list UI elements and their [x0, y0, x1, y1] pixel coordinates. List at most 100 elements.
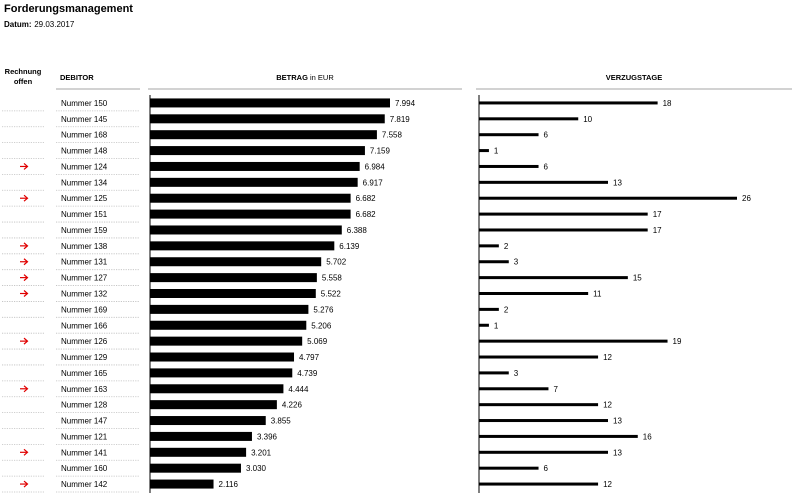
debtor-name: Nummer 168 — [61, 131, 108, 140]
overdue-days-label: 12 — [603, 353, 612, 362]
overdue-days-bar — [479, 196, 737, 200]
overdue-days-bar — [479, 403, 599, 407]
amount-label: 5.702 — [326, 258, 347, 267]
overdue-days-label: 3 — [514, 369, 519, 378]
overdue-days-bar — [479, 276, 628, 280]
overdue-days-label: 2 — [504, 242, 509, 251]
amount-label: 5.522 — [321, 290, 342, 299]
amount-bar — [150, 336, 303, 346]
overdue-days-bar — [479, 466, 539, 470]
debtor-name: Nummer 169 — [61, 305, 108, 314]
debtor-name: Nummer 132 — [61, 290, 108, 299]
column-header-open-invoice: Rechnung offen — [2, 67, 44, 87]
amount-label: 6.682 — [356, 194, 377, 203]
overdue-days-bar — [479, 387, 549, 391]
overdue-days-bar — [479, 212, 648, 216]
debtor-name: Nummer 127 — [61, 274, 108, 283]
amount-bar — [150, 241, 335, 251]
overdue-days-label: 1 — [494, 147, 499, 156]
right-arrow-icon — [20, 290, 29, 297]
overdue-days-bar — [479, 307, 499, 311]
debtor-name: Nummer 128 — [61, 401, 108, 410]
overdue-days-label: 6 — [544, 464, 549, 473]
amount-label: 2.116 — [219, 480, 239, 489]
amount-bar — [150, 352, 295, 362]
debtor-name: Nummer 159 — [61, 226, 108, 235]
column-header-open-invoice-line2: offen — [13, 77, 33, 86]
overdue-days-label: 26 — [742, 194, 751, 203]
debtor-name: Nummer 145 — [61, 115, 108, 124]
overdue-days-label: 12 — [603, 401, 612, 410]
overdue-days-bar — [479, 419, 608, 423]
amount-bar — [150, 447, 247, 457]
date-value: 29.03.2017 — [34, 20, 75, 29]
overdue-days-bar — [479, 133, 539, 137]
overdue-days-bar — [479, 371, 509, 375]
overdue-days-bar — [479, 355, 599, 359]
date-label: Datum: — [4, 20, 32, 29]
debtor-name: Nummer 131 — [61, 258, 108, 267]
amount-label: 4.226 — [282, 401, 303, 410]
amount-bar — [150, 463, 241, 473]
amount-label: 5.276 — [313, 305, 334, 314]
amount-label: 6.917 — [363, 178, 384, 187]
amount-label: 7.159 — [370, 147, 391, 156]
overdue-days-label: 1 — [494, 321, 499, 330]
debtor-name: Nummer 126 — [61, 337, 108, 346]
amount-label: 6.388 — [347, 226, 368, 235]
amount-label: 6.139 — [339, 242, 360, 251]
amount-bar — [150, 225, 342, 235]
right-arrow-icon — [20, 385, 29, 393]
right-arrow-icon — [20, 163, 29, 170]
right-arrow-icon — [20, 194, 29, 202]
debtor-name: Nummer 121 — [61, 432, 108, 441]
amount-label: 7.994 — [395, 99, 416, 108]
overdue-days-bar — [479, 339, 668, 343]
right-arrow-icon — [20, 258, 29, 266]
column-header-open-invoice-line1: Rechnung — [4, 67, 42, 76]
amount-label: 3.396 — [257, 432, 278, 441]
amount-bar — [150, 416, 266, 426]
overdue-days-label: 15 — [633, 274, 642, 283]
debtor-name: Nummer 129 — [61, 353, 108, 362]
amount-bar — [150, 161, 360, 171]
date-row: Datum: 29.03.2017 — [4, 20, 74, 29]
column-header-overdue-days: VERZUGSTAGE — [605, 73, 663, 82]
amount-label: 4.797 — [299, 353, 320, 362]
overdue-days-label: 11 — [593, 290, 602, 299]
amount-bar — [150, 257, 322, 267]
amount-label: 4.444 — [288, 385, 309, 394]
amount-bar — [150, 114, 385, 124]
amount-label: 5.069 — [307, 337, 328, 346]
overdue-days-label: 12 — [603, 480, 612, 489]
overdue-days-label: 17 — [653, 226, 662, 235]
amount-bar — [150, 368, 293, 378]
amount-label: 3.201 — [251, 448, 272, 457]
overdue-days-label: 7 — [553, 385, 558, 394]
debtor-name: Nummer 160 — [61, 464, 108, 473]
overdue-days-label: 6 — [544, 131, 549, 140]
amount-bar — [150, 289, 316, 298]
column-header-amount: BETRAG in EUR — [148, 73, 462, 82]
amount-bar — [150, 400, 277, 410]
overdue-days-bar — [479, 180, 608, 184]
overdue-days-label: 17 — [653, 210, 662, 219]
amount-bar — [150, 320, 307, 330]
debtor-name: Nummer 165 — [61, 369, 108, 378]
amount-bar — [150, 209, 351, 219]
right-arrow-icon — [20, 242, 29, 250]
page-title: Forderungsmanagement — [4, 3, 133, 15]
overdue-days-bar — [479, 323, 489, 327]
amount-bar — [150, 384, 284, 394]
right-arrow-icon — [20, 337, 29, 345]
amount-label: 6.984 — [365, 162, 386, 171]
overdue-days-bar — [479, 117, 579, 121]
amount-bar — [150, 193, 351, 203]
amount-bar — [150, 130, 377, 140]
amount-label: 7.819 — [390, 115, 411, 124]
amount-bar — [150, 273, 317, 283]
amount-bar — [150, 479, 214, 489]
overdue-days-bar — [479, 149, 489, 153]
debtor-name: Nummer 142 — [61, 480, 108, 489]
